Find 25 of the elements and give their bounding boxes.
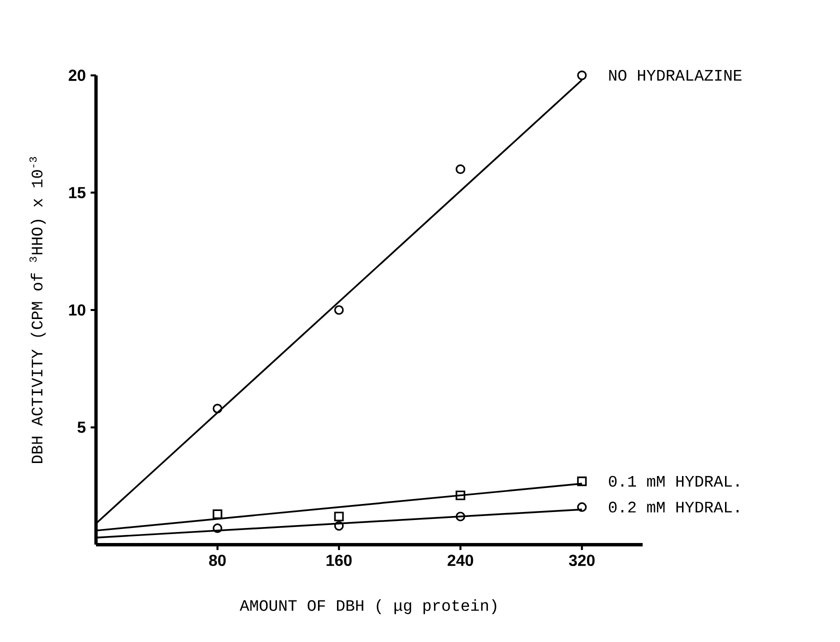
- x-tick-label: 80: [209, 554, 226, 566]
- point: [212, 509, 222, 519]
- x-axis-title: AMOUNT OF DBH ( μg protein): [240, 599, 496, 614]
- y-tick-label: 5: [78, 422, 86, 433]
- point: [456, 512, 466, 522]
- y-tick-label: 10: [69, 304, 86, 316]
- point: [577, 476, 587, 486]
- series-label: 0.1 mM HYDRAL.: [608, 476, 738, 487]
- point: [456, 490, 466, 500]
- point: [577, 70, 587, 80]
- y-tick-label: 15: [69, 187, 86, 198]
- point: [212, 404, 222, 414]
- y-axis-title: DBH ACTIVITY (CPM of $^{3}$HHO) x 10$^{-3}$: [29, 157, 46, 464]
- point: [334, 305, 344, 315]
- point: [334, 512, 344, 522]
- point: [212, 523, 222, 534]
- x-tick-label: 320: [568, 554, 595, 566]
- point: [456, 164, 466, 174]
- point: [577, 502, 587, 512]
- y-tick-label: 20: [68, 70, 86, 81]
- x-tick-label: 160: [326, 554, 352, 566]
- series-label: NO HYDRALAZINE: [609, 70, 742, 81]
- point: [334, 521, 344, 531]
- series-label: 0.2 mM HYDRAL.: [608, 502, 738, 513]
- x-tick-label: 240: [448, 554, 474, 566]
